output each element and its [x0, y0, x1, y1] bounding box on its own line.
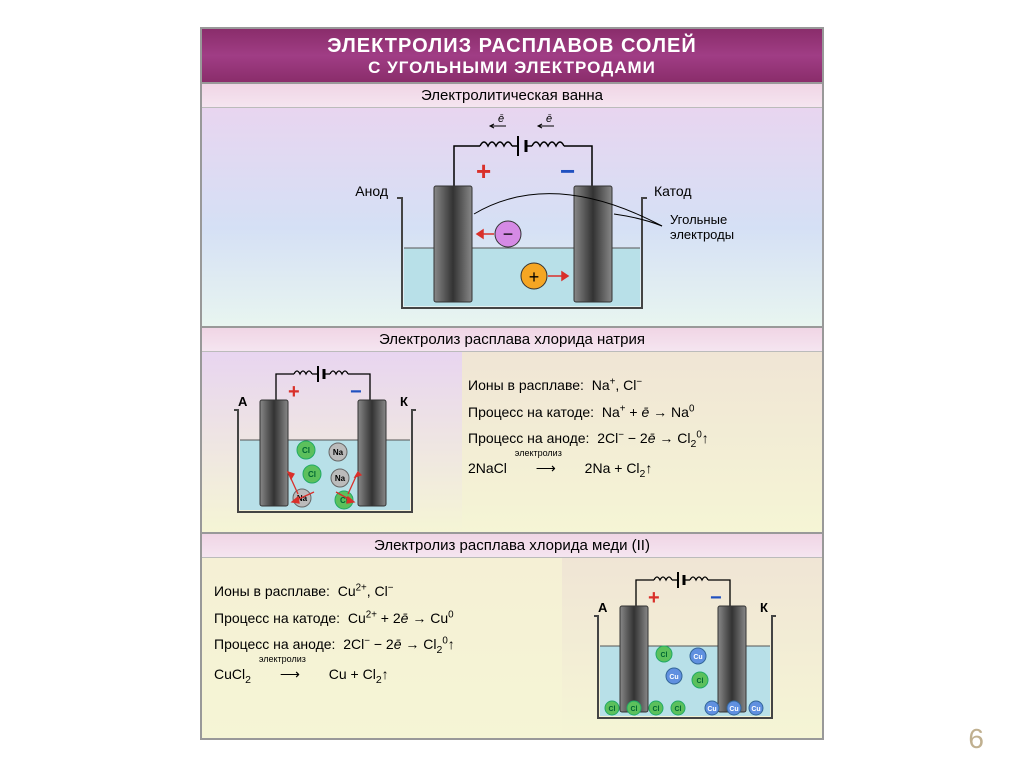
svg-text:Cu: Cu	[751, 706, 760, 713]
page-number: 6	[968, 723, 984, 755]
svg-text:А: А	[598, 600, 608, 615]
s3-line3: CuCl2 электролиз⟶ Cu + Cl2↑	[214, 661, 550, 691]
panel3-diagram: + − А К Cl Cu Cu Cl Cl Cl	[562, 558, 822, 738]
s2-line3: 2NaCl электролиз⟶ 2Na + Cl2↑	[468, 455, 812, 485]
section-1: Электролитическая ванна	[202, 82, 822, 326]
anode-label: Анод	[355, 183, 388, 199]
svg-text:Cl: Cl	[609, 706, 616, 713]
s3-line1: Процесс на катоде: Cu2+ + 2ē → Cu0	[214, 605, 550, 632]
svg-text:Cl: Cl	[631, 706, 638, 713]
electrode-label: Угольные электроды	[670, 212, 734, 242]
svg-text:Na: Na	[333, 448, 344, 457]
section1-title: Электролитическая ванна	[202, 84, 822, 108]
title-bar: ЭЛЕКТРОЛИЗ РАСПЛАВОВ СОЛЕЙ С УГОЛЬНЫМИ Э…	[202, 29, 822, 82]
s2-line1: Процесс на катоде: Na+ + ē → Na0	[468, 399, 812, 426]
s3-line0: Ионы в расплаве: Cu2+, Cl−	[214, 578, 550, 605]
section3-title: Электролиз расплава хлорида меди (II)	[202, 534, 822, 558]
section2-title: Электролиз расплава хлорида натрия	[202, 328, 822, 352]
svg-text:К: К	[400, 394, 408, 409]
svg-text:Cu: Cu	[707, 706, 716, 713]
svg-text:+: +	[648, 587, 660, 609]
svg-text:Cu: Cu	[729, 706, 738, 713]
e-label: ē	[546, 113, 552, 125]
svg-text:Cl: Cl	[653, 706, 660, 713]
svg-text:+: +	[288, 381, 300, 403]
svg-text:Cl: Cl	[675, 706, 682, 713]
svg-text:Na: Na	[335, 474, 346, 483]
panel1: ē ē + − −	[202, 108, 822, 326]
section-2: Электролиз расплава хлорида натрия +	[202, 326, 822, 532]
panel2-diagram: + − А К Cl Na Cl Na Na	[202, 352, 462, 532]
s2-line0: Ионы в расплаве: Na+, Cl−	[468, 372, 812, 399]
svg-text:−: −	[503, 224, 514, 244]
svg-text:Cl: Cl	[661, 652, 668, 659]
svg-text:Cu: Cu	[693, 654, 702, 661]
poster: ЭЛЕКТРОЛИЗ РАСПЛАВОВ СОЛЕЙ С УГОЛЬНЫМИ Э…	[200, 27, 824, 740]
e-label: ē	[498, 113, 504, 125]
cell-diagram-1: ē ē + − −	[202, 108, 822, 326]
section-3: Электролиз расплава хлорида меди (II) Ио…	[202, 532, 822, 738]
subtitle: С УГОЛЬНЫМИ ЭЛЕКТРОДАМИ	[202, 58, 822, 78]
minus-sign: −	[560, 156, 575, 186]
svg-text:Cl: Cl	[302, 446, 310, 455]
svg-text:+: +	[529, 267, 540, 287]
panel3-text: Ионы в расплаве: Cu2+, Cl− Процесс на ка…	[202, 558, 562, 738]
svg-text:А: А	[238, 394, 248, 409]
main-title: ЭЛЕКТРОЛИЗ РАСПЛАВОВ СОЛЕЙ	[202, 35, 822, 58]
panel2-text: Ионы в расплаве: Na+, Cl− Процесс на кат…	[462, 352, 822, 532]
plus-sign: +	[476, 156, 491, 186]
svg-text:Cl: Cl	[308, 470, 316, 479]
cathode-label: Катод	[654, 183, 692, 199]
svg-text:К: К	[760, 600, 768, 615]
svg-text:Cu: Cu	[669, 674, 678, 681]
svg-text:Cl: Cl	[697, 678, 704, 685]
